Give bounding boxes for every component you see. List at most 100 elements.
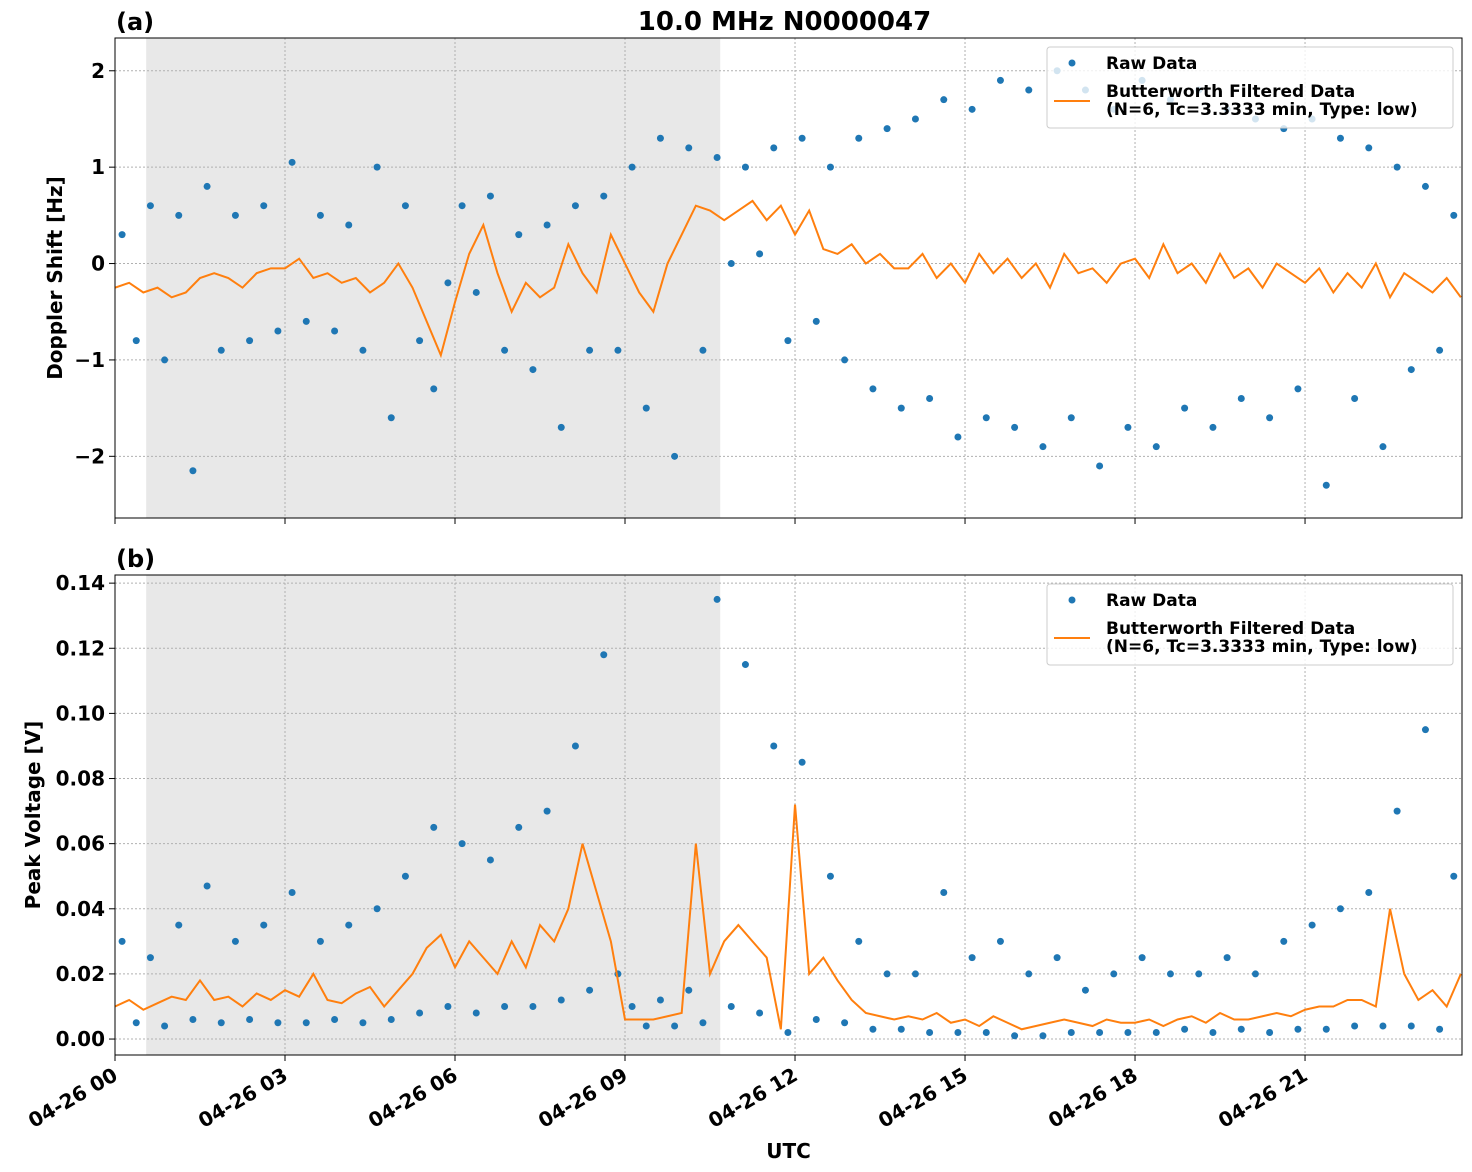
y-axis-label: Doppler Shift [Hz] [43, 176, 67, 380]
raw-point [1152, 443, 1160, 451]
raw-point [642, 1022, 650, 1030]
raw-point [1322, 1025, 1330, 1033]
raw-point [486, 856, 494, 864]
raw-point [288, 889, 296, 897]
x-tick-label: 04-26 18 [1044, 1063, 1142, 1133]
raw-point [586, 986, 594, 994]
raw-point [1365, 144, 1373, 152]
raw-point [713, 595, 721, 603]
raw-point [260, 202, 268, 210]
raw-point [543, 221, 551, 229]
raw-point [1379, 1022, 1387, 1030]
raw-point [1266, 1029, 1274, 1037]
raw-point [189, 1016, 197, 1024]
raw-point [302, 1019, 310, 1027]
raw-point [203, 182, 211, 190]
raw-point [685, 144, 693, 152]
raw-point [1067, 414, 1075, 422]
raw-point [132, 337, 140, 345]
raw-point [855, 937, 863, 945]
x-axis-label: UTC [766, 1139, 811, 1163]
raw-point [175, 921, 183, 929]
raw-point [345, 921, 353, 929]
y-tick-label: −2 [74, 444, 105, 468]
y-tick-label: 0.04 [56, 897, 105, 921]
raw-point [1450, 872, 1458, 880]
shaded-interval [146, 38, 721, 518]
raw-point [444, 1002, 452, 1010]
x-tick-label: 04-26 09 [534, 1063, 632, 1133]
raw-point [1067, 1029, 1075, 1037]
raw-point [586, 346, 594, 354]
raw-point [1053, 954, 1061, 962]
raw-point [841, 1019, 849, 1027]
y-tick-label: 0.08 [56, 767, 105, 791]
raw-point [1436, 1025, 1444, 1033]
raw-point [1025, 86, 1033, 94]
raw-point [529, 1002, 537, 1010]
raw-point [1096, 462, 1104, 470]
filtered-line [114, 199, 1462, 359]
raw-point [331, 327, 339, 335]
raw-point [557, 423, 565, 431]
x-tick-label: 04-26 00 [24, 1063, 122, 1133]
raw-point [288, 158, 296, 166]
legend-box [1046, 46, 1454, 129]
raw-point [996, 937, 1004, 945]
raw-point [1450, 211, 1458, 219]
raw-point [741, 661, 749, 669]
raw-point [826, 163, 834, 171]
raw-point [1081, 986, 1089, 994]
raw-point [175, 211, 183, 219]
legend-label: Butterworth Filtered Data (N=6, Tc=3.3333… [1106, 82, 1418, 120]
raw-point [727, 260, 735, 268]
raw-point [699, 1019, 707, 1027]
raw-point [1039, 443, 1047, 451]
raw-point [246, 337, 254, 345]
raw-point [1110, 970, 1118, 978]
raw-point [1407, 366, 1415, 374]
raw-point [798, 758, 806, 766]
raw-point [1436, 346, 1444, 354]
raw-point [486, 192, 494, 200]
filtered-line [114, 804, 1462, 1031]
raw-point [1322, 481, 1330, 489]
raw-point [1223, 954, 1231, 962]
y-tick-label: 0.12 [56, 636, 105, 660]
raw-point [741, 163, 749, 171]
raw-point [869, 385, 877, 393]
legend-box [1046, 583, 1454, 666]
raw-point [1124, 1029, 1132, 1037]
x-tick-label: 04-26 15 [874, 1063, 972, 1133]
raw-point [1166, 970, 1174, 978]
raw-point [996, 76, 1004, 84]
plot-frame [114, 37, 1463, 519]
x-tick-label: 04-26 03 [194, 1063, 292, 1133]
raw-point [656, 996, 664, 1004]
raw-point [217, 346, 225, 354]
raw-point [1209, 423, 1217, 431]
raw-point [132, 1019, 140, 1027]
raw-point [600, 651, 608, 659]
raw-point [968, 954, 976, 962]
raw-point [416, 337, 424, 345]
raw-point [883, 970, 891, 978]
raw-point [316, 937, 324, 945]
legend-marker [1068, 59, 1076, 67]
raw-point [911, 115, 919, 123]
y-tick-label: 0.14 [56, 571, 105, 595]
raw-point [798, 134, 806, 142]
y-tick-label: −1 [74, 348, 105, 372]
raw-point [444, 279, 452, 287]
raw-point [656, 134, 664, 142]
raw-point [982, 1029, 990, 1037]
raw-point [387, 1016, 395, 1024]
panel-label: (a) [116, 8, 154, 36]
raw-point [373, 905, 381, 913]
raw-point [430, 385, 438, 393]
raw-point [118, 231, 126, 239]
raw-point [1237, 394, 1245, 402]
raw-point [1393, 163, 1401, 171]
shaded-interval [146, 575, 721, 1055]
raw-point [841, 356, 849, 364]
